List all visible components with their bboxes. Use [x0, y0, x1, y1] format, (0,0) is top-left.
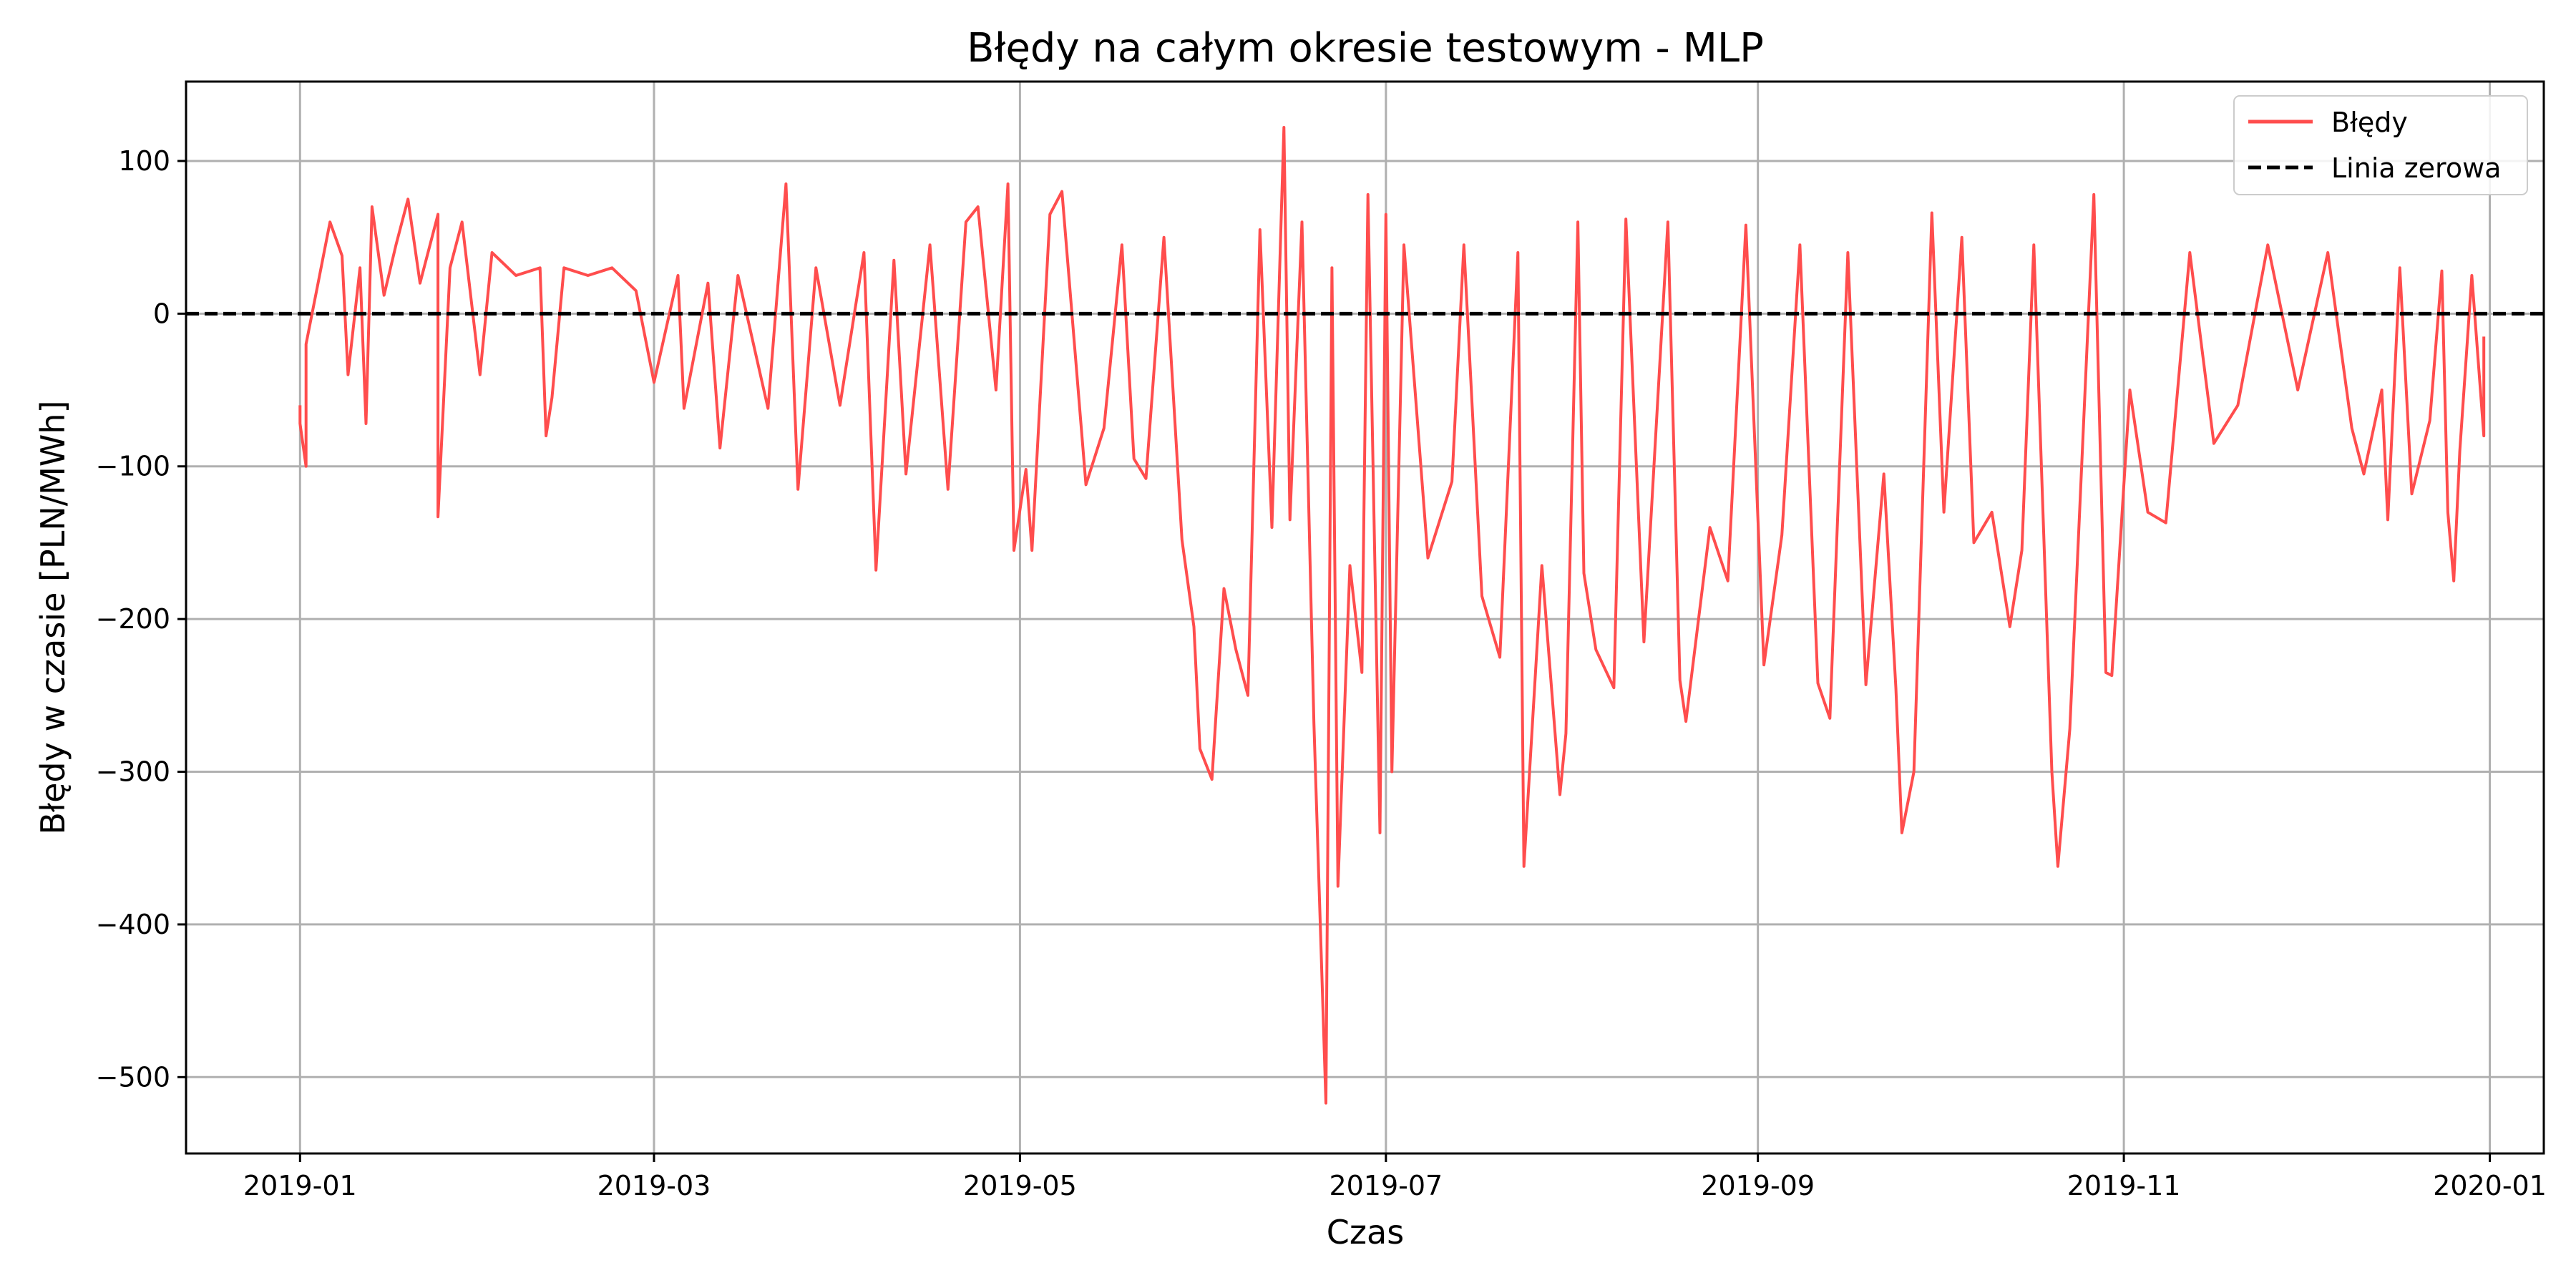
x-tick-label: 2019-05 — [963, 1170, 1077, 1201]
y-axis: 100 0 −100 −200 −300 −400 −500 — [96, 145, 186, 1093]
legend: Błędy Linia zerowa — [2233, 95, 2528, 195]
y-axis-label: Błędy w czasie [PLN/MWh] — [34, 400, 72, 834]
x-tick-label: 2019-07 — [1329, 1170, 1443, 1201]
series-layer — [186, 126, 2544, 1105]
y-tick-label: 0 — [153, 298, 170, 329]
y-tick-label: −400 — [96, 909, 170, 940]
y-tick-label: −100 — [96, 451, 170, 482]
x-axis: 2019-01 2019-03 2019-05 2019-07 2019-09 2019-… — [243, 1153, 2547, 1201]
x-tick-label: 2019-11 — [2067, 1170, 2181, 1201]
grid-lines — [186, 82, 2544, 1153]
x-tick-label: 2019-09 — [1701, 1170, 1815, 1201]
x-axis-label: Czas — [1327, 1213, 1404, 1252]
y-tick-label: 100 — [118, 145, 170, 177]
x-tick-label: 2020-01 — [2433, 1170, 2547, 1201]
x-tick-label: 2019-03 — [597, 1170, 711, 1201]
legend-label-errors: Błędy — [2331, 107, 2408, 138]
y-tick-label: −300 — [96, 756, 170, 788]
x-tick-label: 2019-01 — [243, 1170, 357, 1201]
chart-title: Błędy na całym okresie testowym - MLP — [967, 25, 1764, 72]
y-tick-label: −200 — [96, 603, 170, 635]
legend-label-zero: Linia zerowa — [2331, 152, 2501, 184]
plot-frame — [185, 80, 2545, 1155]
y-tick-label: −500 — [96, 1061, 170, 1093]
series-line-errors — [298, 126, 2486, 1105]
